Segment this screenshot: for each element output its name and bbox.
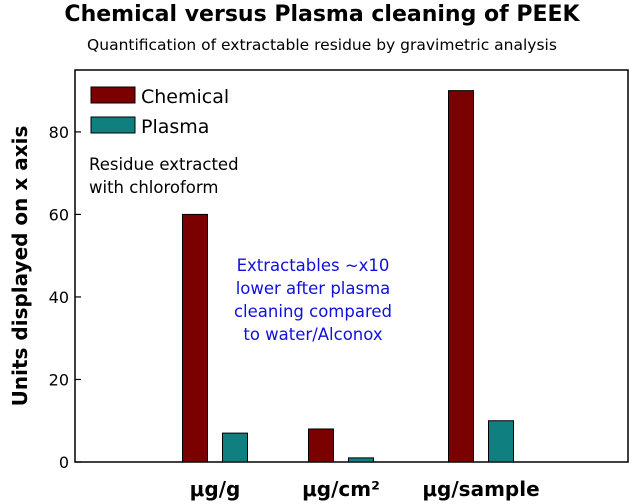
bar-chemical-1 [308, 428, 334, 463]
legend-swatch-plasma [90, 116, 136, 134]
residue-annotation: Residue extracted with chloroform [89, 155, 239, 197]
y-tick-label: 40 [49, 288, 69, 307]
residue-annotation-line-2: with chloroform [89, 178, 218, 197]
x-tick-label: μg/sample [422, 477, 539, 501]
chart-title: Chemical versus Plasma cleaning of PEEK [64, 2, 580, 27]
y-tick-label: 0 [59, 453, 69, 472]
extractables-annotation: Extractables ~x10 lower after plasma cle… [234, 256, 392, 344]
y-axis-ticks: 0 20 40 60 80 [49, 123, 81, 472]
y-axis-label: Units displayed on x axis [8, 126, 32, 407]
legend: Chemical Plasma [90, 86, 229, 138]
bar-plasma-2 [488, 420, 514, 463]
bar-plasma-0 [222, 432, 248, 463]
bar-plasma-1 [348, 457, 374, 463]
bars-group [182, 90, 514, 463]
legend-label-plasma: Plasma [141, 116, 209, 138]
y-tick-label: 60 [49, 205, 69, 224]
extractables-annotation-line-4: to water/Alconox [243, 325, 382, 344]
extractables-annotation-line-1: Extractables ~x10 [237, 256, 390, 275]
y-tick-label: 80 [49, 123, 69, 142]
legend-swatch-chemical [90, 86, 136, 104]
chart-subtitle: Quantification of extractable residue by… [87, 36, 557, 54]
bar-chemical-0 [182, 213, 208, 463]
legend-label-chemical: Chemical [141, 86, 229, 108]
x-axis-ticks: μg/g μg/cm² μg/sample [190, 477, 540, 501]
x-tick-label: μg/g [190, 477, 241, 501]
extractables-annotation-line-2: lower after plasma [236, 279, 391, 298]
y-tick-label: 20 [49, 370, 69, 389]
x-tick-label: μg/cm² [302, 477, 380, 501]
bar-chemical-2 [448, 90, 474, 463]
residue-annotation-line-1: Residue extracted [89, 155, 239, 174]
extractables-annotation-line-3: cleaning compared [234, 302, 392, 321]
